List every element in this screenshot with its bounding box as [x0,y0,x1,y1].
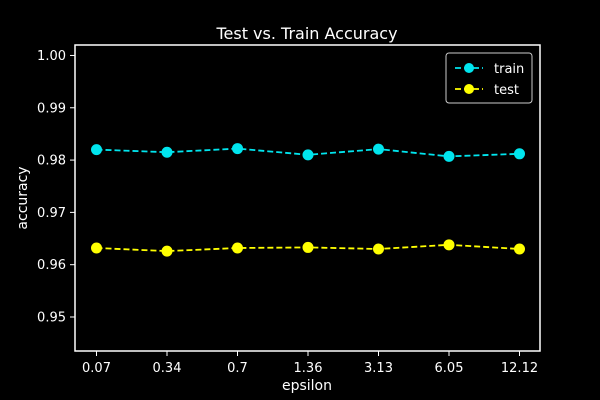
data-point-test [514,243,525,255]
x-tick-label: 3.13 [364,361,393,376]
y-axis-label: accuracy [15,166,31,229]
y-tick-label: 0.95 [37,311,66,326]
y-tick-label: 0.99 [37,101,66,116]
legend-marker-train [464,63,474,73]
data-point-test [161,245,173,257]
data-point-test [373,243,384,255]
x-axis: 0.07 0.34 0.7 1.36 3.13 6.05 12.12 [82,351,538,376]
x-tick-label: 0.7 [227,361,248,376]
data-point-test [91,242,102,254]
legend-label-test: test [494,83,519,98]
y-tick-label: 1.00 [37,49,66,64]
x-tick-label: 0.34 [153,361,182,376]
data-point-train [373,143,384,155]
data-point-test [302,241,314,253]
y-axis: 0.95 0.96 0.97 0.98 0.99 1.00 [37,49,75,326]
x-tick-label: 1.36 [294,361,323,376]
data-point-test [443,239,455,251]
plot-area [91,143,525,257]
chart-title: Test vs. Train Accuracy [215,24,397,43]
data-point-test [232,242,243,254]
legend-label-train: train [494,62,524,77]
legend-frame [445,52,533,104]
legend-marker-test [464,84,474,94]
legend: train test [445,52,533,104]
y-tick-label: 0.98 [37,154,66,169]
x-tick-label: 12.12 [501,361,538,376]
y-tick-label: 0.97 [37,206,66,221]
x-tick-label: 0.07 [82,361,111,376]
data-point-train [232,143,243,155]
data-point-train [443,150,455,162]
x-tick-label: 6.05 [435,361,464,376]
data-point-train [91,144,102,156]
data-point-train [161,146,173,158]
data-point-train [302,149,314,161]
x-axis-label: epsilon [282,378,332,394]
data-point-train [514,148,525,160]
y-tick-label: 0.96 [37,258,66,273]
